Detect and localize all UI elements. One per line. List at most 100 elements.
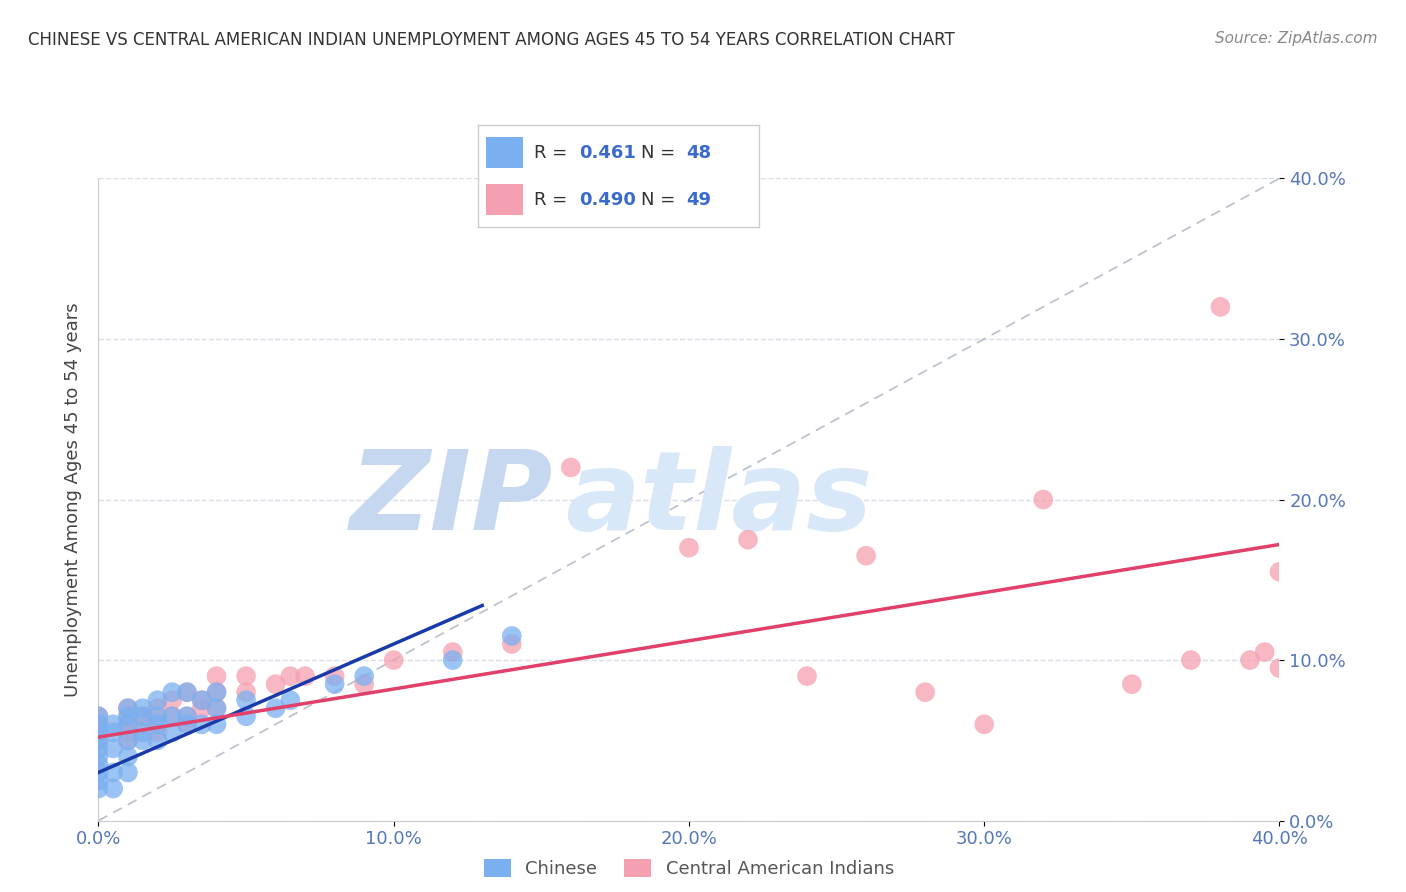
Point [162, 725, 183, 739]
Point [176, 709, 198, 723]
Point [146, 709, 169, 723]
Text: Source: ZipAtlas.com: Source: ZipAtlas.com [1215, 31, 1378, 46]
Point [353, 677, 375, 691]
Text: CHINESE VS CENTRAL AMERICAN INDIAN UNEMPLOYMENT AMONG AGES 45 TO 54 YEARS CORREL: CHINESE VS CENTRAL AMERICAN INDIAN UNEMP… [28, 31, 955, 49]
Point [1121, 677, 1143, 691]
Point [1268, 565, 1291, 579]
Text: atlas: atlas [565, 446, 872, 553]
Point [87, 773, 110, 788]
Point [323, 677, 346, 691]
Point [162, 709, 183, 723]
Point [146, 717, 169, 731]
Point [87, 717, 110, 731]
FancyBboxPatch shape [486, 185, 523, 215]
Point [132, 733, 155, 747]
Point [146, 717, 169, 731]
Point [87, 733, 110, 747]
Point [117, 709, 139, 723]
Text: ZIP: ZIP [350, 446, 553, 553]
Point [87, 781, 110, 796]
Point [796, 669, 818, 683]
Point [235, 693, 257, 707]
Point [235, 669, 257, 683]
Point [560, 460, 582, 475]
Point [176, 717, 198, 731]
Point [87, 765, 110, 780]
Point [146, 701, 169, 715]
Point [117, 733, 139, 747]
Point [87, 725, 110, 739]
Point [1180, 653, 1202, 667]
Point [87, 749, 110, 764]
Point [87, 725, 110, 739]
Point [117, 725, 139, 739]
Point [441, 653, 464, 667]
Point [191, 693, 214, 707]
Point [205, 701, 228, 715]
Point [103, 717, 125, 731]
Point [132, 701, 155, 715]
Point [205, 701, 228, 715]
Point [176, 685, 198, 699]
Point [146, 693, 169, 707]
Point [1254, 645, 1277, 659]
Point [117, 717, 139, 731]
Point [278, 693, 302, 707]
Point [117, 765, 139, 780]
Point [103, 765, 125, 780]
Point [678, 541, 700, 555]
Point [855, 549, 877, 563]
Point [264, 677, 287, 691]
FancyBboxPatch shape [486, 137, 523, 168]
Legend: Chinese, Central American Indians: Chinese, Central American Indians [477, 852, 901, 886]
Point [117, 701, 139, 715]
Point [87, 741, 110, 756]
Point [235, 685, 257, 699]
Y-axis label: Unemployment Among Ages 45 to 54 years: Unemployment Among Ages 45 to 54 years [63, 302, 82, 697]
Text: 0.490: 0.490 [579, 191, 636, 209]
Point [117, 717, 139, 731]
Point [146, 733, 169, 747]
Point [176, 685, 198, 699]
Text: 49: 49 [686, 191, 711, 209]
Point [103, 725, 125, 739]
Point [87, 709, 110, 723]
Point [132, 709, 155, 723]
Point [132, 717, 155, 731]
Point [278, 669, 302, 683]
Point [117, 749, 139, 764]
Point [205, 685, 228, 699]
Point [103, 781, 125, 796]
Point [205, 717, 228, 731]
Point [87, 757, 110, 772]
Point [441, 645, 464, 659]
Text: R =: R = [534, 191, 574, 209]
Text: 48: 48 [686, 144, 711, 161]
Point [382, 653, 405, 667]
Point [501, 629, 523, 643]
Point [1239, 653, 1261, 667]
Point [973, 717, 995, 731]
Point [501, 637, 523, 651]
Point [191, 693, 214, 707]
Text: N =: N = [641, 144, 681, 161]
Text: N =: N = [641, 191, 681, 209]
Point [1268, 661, 1291, 675]
Text: 0.461: 0.461 [579, 144, 636, 161]
Point [162, 709, 183, 723]
Point [176, 717, 198, 731]
Point [162, 693, 183, 707]
Point [191, 701, 214, 715]
Point [117, 733, 139, 747]
Point [162, 685, 183, 699]
Point [1032, 492, 1054, 507]
Point [264, 701, 287, 715]
Point [176, 709, 198, 723]
Point [117, 709, 139, 723]
Point [737, 533, 759, 547]
Point [132, 709, 155, 723]
Point [205, 685, 228, 699]
Point [87, 717, 110, 731]
Point [191, 717, 214, 731]
Point [1209, 300, 1232, 314]
